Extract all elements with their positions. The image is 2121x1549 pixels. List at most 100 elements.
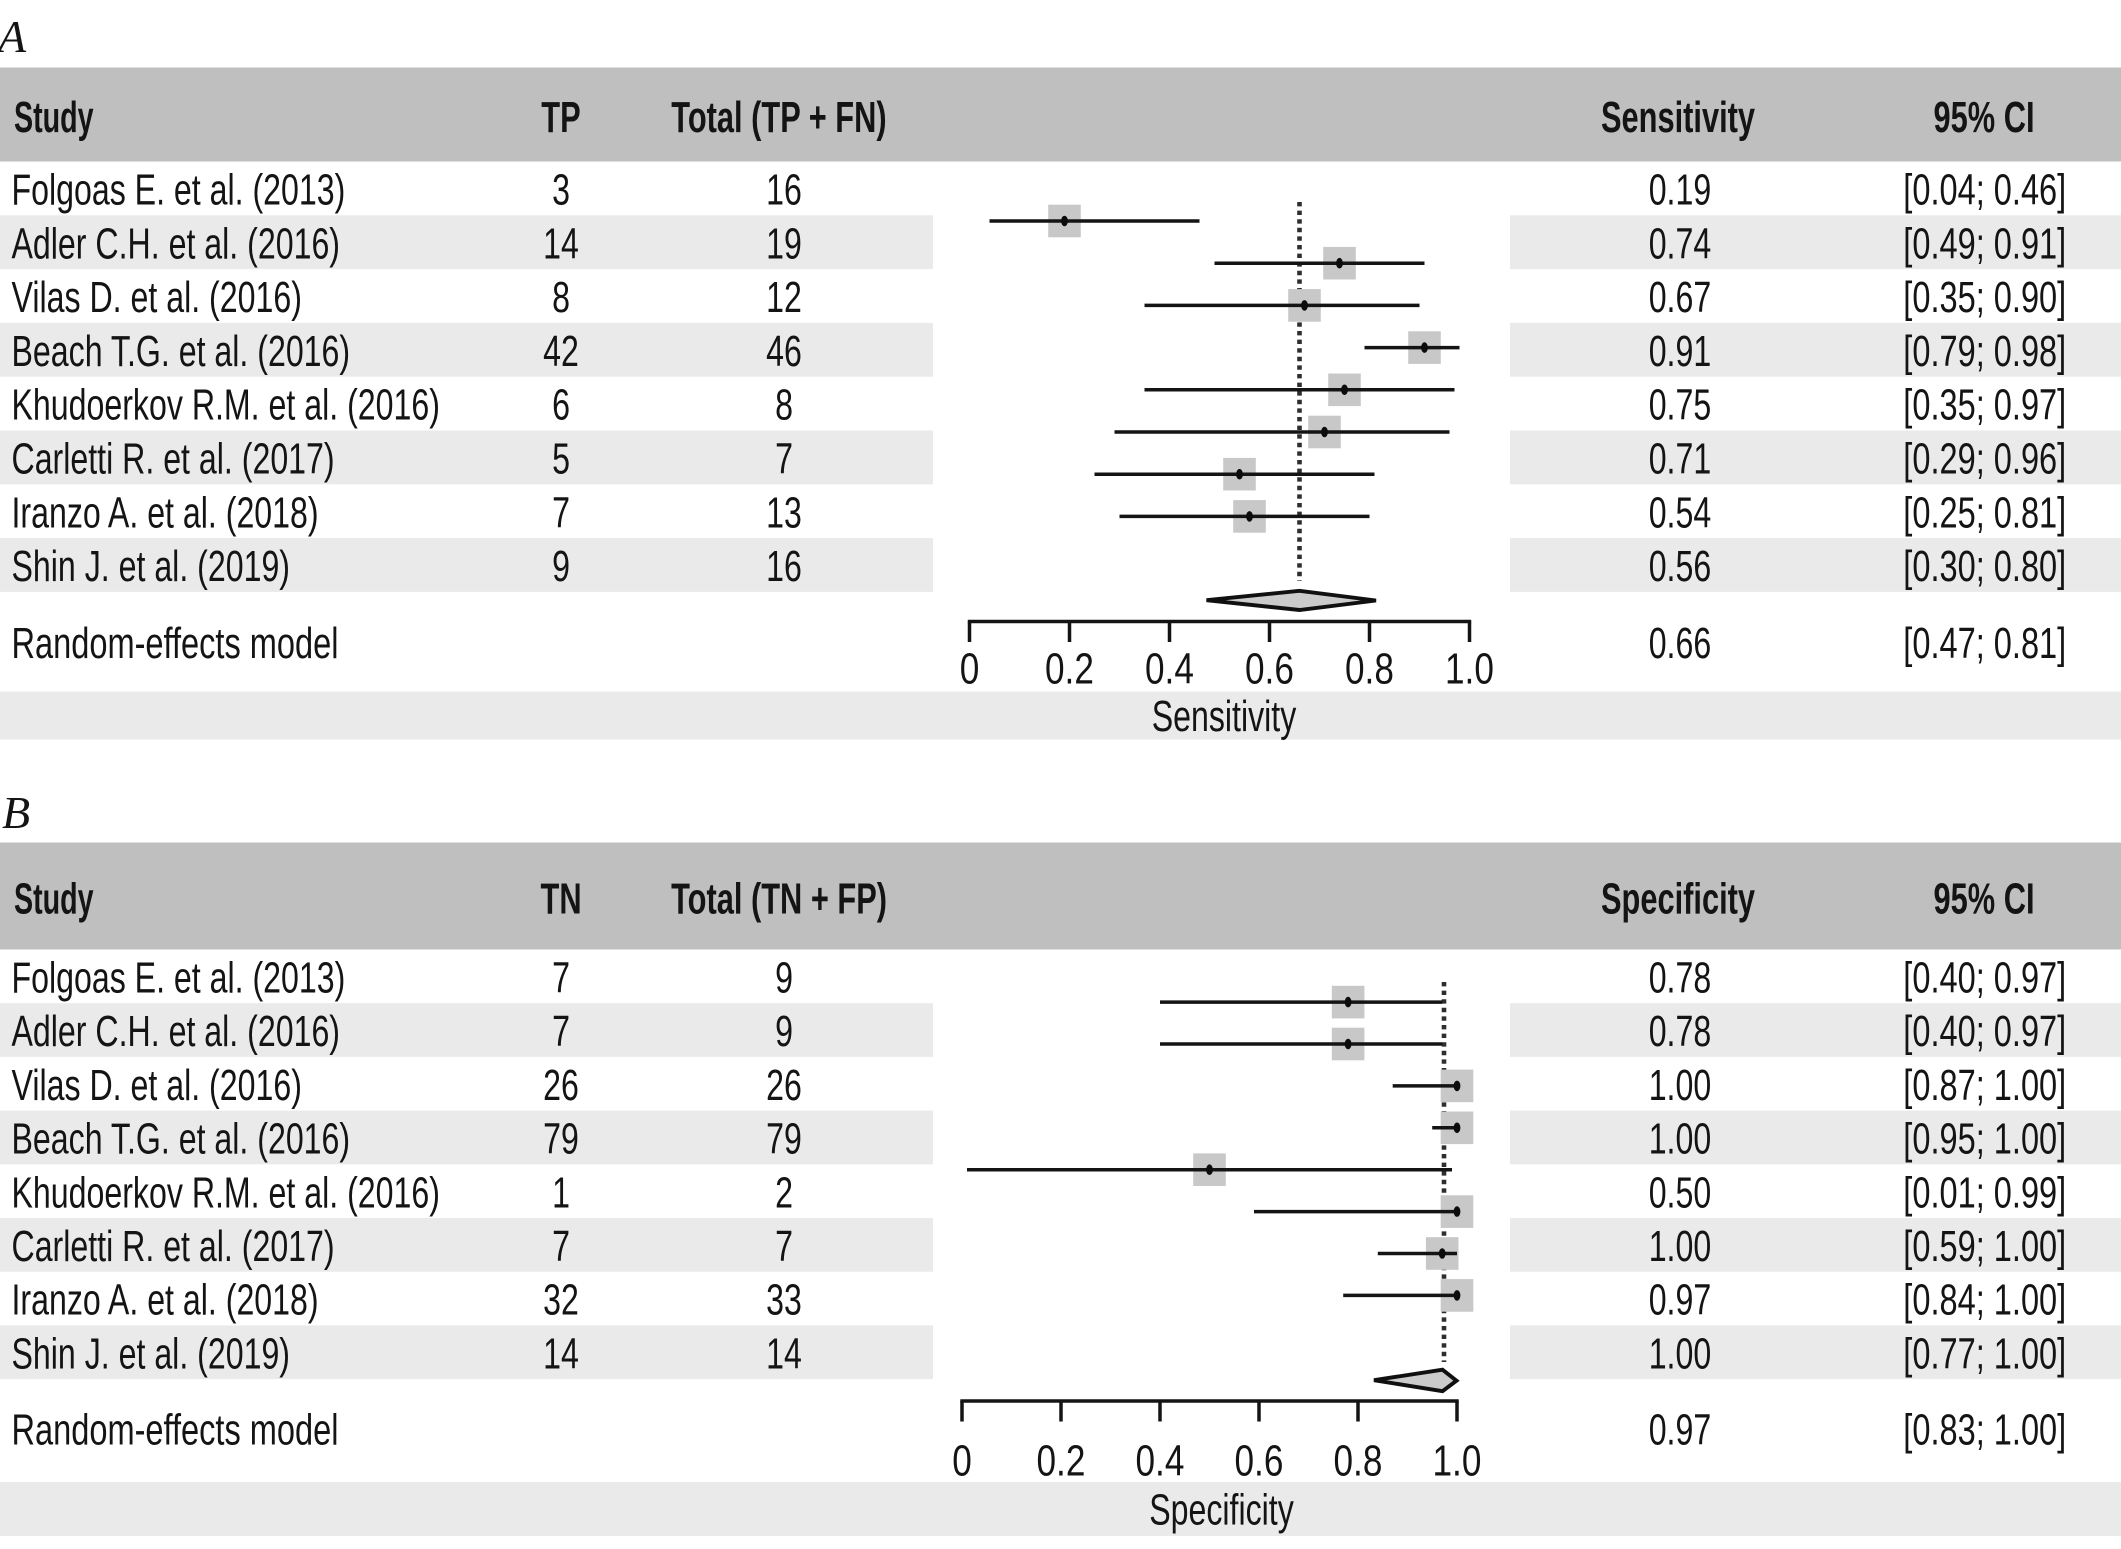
svg-text:0.75: 0.75: [1649, 381, 1712, 430]
svg-text:0.4: 0.4: [1145, 644, 1194, 693]
svg-text:0.67: 0.67: [1649, 273, 1712, 322]
svg-text:Sensitivity: Sensitivity: [1152, 692, 1297, 741]
svg-text:95% CI: 95% CI: [1934, 93, 2035, 142]
svg-text:[0.84; 1.00]: [0.84; 1.00]: [1903, 1276, 2066, 1325]
svg-text:0: 0: [952, 1437, 972, 1486]
svg-text:1.00: 1.00: [1649, 1329, 1712, 1378]
svg-text:Beach T.G. et al. (2016): Beach T.G. et al. (2016): [12, 1115, 351, 1164]
svg-text:12: 12: [766, 273, 802, 322]
svg-text:Iranzo A. et al. (2018): Iranzo A. et al. (2018): [12, 488, 319, 537]
svg-text:0.50: 0.50: [1649, 1168, 1712, 1217]
svg-text:0.8: 0.8: [1334, 1437, 1383, 1486]
svg-text:26: 26: [766, 1061, 802, 1110]
svg-text:TN: TN: [541, 875, 582, 924]
svg-text:1.0: 1.0: [1433, 1437, 1482, 1486]
svg-text:0.78: 0.78: [1649, 954, 1712, 1003]
svg-text:79: 79: [543, 1115, 579, 1164]
svg-text:42: 42: [543, 327, 579, 376]
svg-text:Study: Study: [14, 93, 94, 142]
svg-text:Carletti R. et al. (2017): Carletti R. et al. (2017): [12, 1222, 335, 1271]
svg-text:Khudoerkov R.M. et al. (2016): Khudoerkov R.M. et al. (2016): [12, 1168, 440, 1217]
svg-text:[0.77; 1.00]: [0.77; 1.00]: [1903, 1329, 2066, 1378]
svg-text:8: 8: [775, 381, 793, 430]
svg-text:A: A: [0, 11, 27, 62]
svg-text:TP: TP: [541, 93, 580, 142]
svg-text:Random-effects model: Random-effects model: [12, 1406, 339, 1455]
svg-text:[0.04; 0.46]: [0.04; 0.46]: [1903, 166, 2066, 215]
svg-text:Random-effects model: Random-effects model: [12, 619, 339, 668]
svg-text:0.54: 0.54: [1649, 488, 1712, 537]
svg-text:1.00: 1.00: [1649, 1115, 1712, 1164]
svg-text:Adler C.H. et al. (2016): Adler C.H. et al. (2016): [12, 1007, 341, 1056]
svg-text:16: 16: [766, 166, 802, 215]
svg-text:[0.25; 0.81]: [0.25; 0.81]: [1903, 488, 2066, 537]
svg-text:0.97: 0.97: [1649, 1276, 1712, 1325]
svg-text:[0.83; 1.00]: [0.83; 1.00]: [1903, 1406, 2066, 1455]
svg-text:7: 7: [552, 954, 570, 1003]
svg-text:Specificity: Specificity: [1601, 875, 1755, 924]
svg-text:0.97: 0.97: [1649, 1406, 1712, 1455]
svg-text:Total (TN + FP): Total (TN + FP): [671, 875, 887, 924]
svg-text:0.8: 0.8: [1345, 644, 1394, 693]
svg-text:[0.49; 0.91]: [0.49; 0.91]: [1903, 219, 2066, 268]
svg-text:0: 0: [960, 644, 980, 693]
svg-text:7: 7: [552, 1007, 570, 1056]
svg-text:[0.47; 0.81]: [0.47; 0.81]: [1903, 619, 2066, 668]
svg-text:2: 2: [775, 1168, 793, 1217]
svg-text:9: 9: [552, 542, 570, 591]
svg-text:Sensitivity: Sensitivity: [1601, 93, 1755, 142]
svg-text:1.00: 1.00: [1649, 1222, 1712, 1271]
svg-text:7: 7: [775, 435, 793, 484]
svg-text:Study: Study: [14, 875, 94, 924]
svg-text:1.00: 1.00: [1649, 1061, 1712, 1110]
svg-text:13: 13: [766, 488, 802, 537]
svg-text:B: B: [2, 787, 30, 838]
svg-text:Iranzo A. et al. (2018): Iranzo A. et al. (2018): [12, 1276, 319, 1325]
svg-text:7: 7: [552, 1222, 570, 1271]
svg-text:14: 14: [543, 1329, 579, 1378]
svg-text:Folgoas E. et al. (2013): Folgoas E. et al. (2013): [12, 166, 346, 215]
svg-text:0.66: 0.66: [1649, 619, 1712, 668]
svg-text:1: 1: [552, 1168, 570, 1217]
svg-text:26: 26: [543, 1061, 579, 1110]
svg-text:Beach T.G. et al. (2016): Beach T.G. et al. (2016): [12, 327, 351, 376]
svg-text:Khudoerkov R.M. et al. (2016): Khudoerkov R.M. et al. (2016): [12, 381, 440, 430]
svg-text:[0.40; 0.97]: [0.40; 0.97]: [1903, 1007, 2066, 1056]
svg-text:[0.29; 0.96]: [0.29; 0.96]: [1903, 435, 2066, 484]
svg-text:0.74: 0.74: [1649, 219, 1712, 268]
svg-text:[0.01; 0.99]: [0.01; 0.99]: [1903, 1168, 2066, 1217]
svg-text:46: 46: [766, 327, 802, 376]
svg-text:14: 14: [543, 219, 579, 268]
svg-text:6: 6: [552, 381, 570, 430]
svg-text:[0.79; 0.98]: [0.79; 0.98]: [1903, 327, 2066, 376]
svg-text:16: 16: [766, 542, 802, 591]
svg-text:Vilas D. et al. (2016): Vilas D. et al. (2016): [12, 273, 302, 322]
svg-text:14: 14: [766, 1329, 802, 1378]
svg-text:Total (TP + FN): Total (TP + FN): [671, 93, 886, 142]
svg-text:3: 3: [552, 166, 570, 215]
svg-text:9: 9: [775, 1007, 793, 1056]
svg-text:[0.40; 0.97]: [0.40; 0.97]: [1903, 954, 2066, 1003]
svg-text:Folgoas E. et al. (2013): Folgoas E. et al. (2013): [12, 954, 346, 1003]
svg-text:Adler C.H. et al. (2016): Adler C.H. et al. (2016): [12, 219, 341, 268]
svg-text:0.2: 0.2: [1037, 1437, 1086, 1486]
svg-text:9: 9: [775, 954, 793, 1003]
svg-text:Shin J. et al. (2019): Shin J. et al. (2019): [12, 1329, 291, 1378]
svg-text:[0.87; 1.00]: [0.87; 1.00]: [1903, 1061, 2066, 1110]
svg-text:5: 5: [552, 435, 570, 484]
svg-text:0.19: 0.19: [1649, 166, 1712, 215]
svg-text:0.4: 0.4: [1136, 1437, 1185, 1486]
svg-text:[0.59; 1.00]: [0.59; 1.00]: [1903, 1222, 2066, 1271]
svg-text:0.6: 0.6: [1245, 644, 1294, 693]
svg-text:95% CI: 95% CI: [1934, 875, 2035, 924]
svg-text:32: 32: [543, 1276, 579, 1325]
svg-text:0.6: 0.6: [1235, 1437, 1284, 1486]
svg-text:0.2: 0.2: [1045, 644, 1094, 693]
svg-text:0.56: 0.56: [1649, 542, 1712, 591]
svg-text:33: 33: [766, 1276, 802, 1325]
svg-text:Specificity: Specificity: [1149, 1486, 1294, 1535]
svg-text:7: 7: [775, 1222, 793, 1271]
svg-text:[0.35; 0.97]: [0.35; 0.97]: [1903, 381, 2066, 430]
svg-text:[0.95; 1.00]: [0.95; 1.00]: [1903, 1115, 2066, 1164]
svg-text:Vilas D. et al. (2016): Vilas D. et al. (2016): [12, 1061, 302, 1110]
